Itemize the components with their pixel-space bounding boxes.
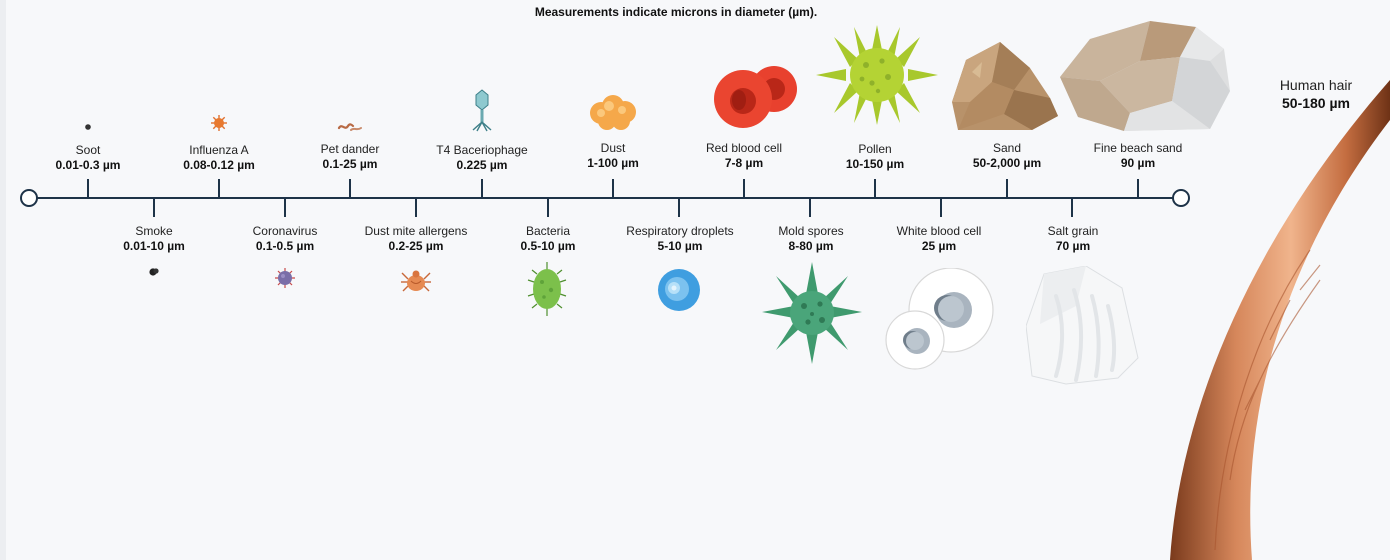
- particle-label-sand: Sand 50-2,000 µm: [932, 141, 1082, 171]
- particle-label-dust: Dust 1-100 µm: [538, 141, 688, 171]
- particle-label-mold-spores: Mold spores 8-80 µm: [736, 224, 886, 254]
- particle-size: 0.1-0.5 µm: [255, 239, 315, 253]
- dust-icon: [590, 95, 636, 130]
- fine-beach-sand-icon: [1060, 21, 1230, 131]
- mold-spore-icon: [762, 262, 862, 364]
- headline: Measurements indicate microns in diamete…: [534, 5, 818, 19]
- human-hair-name: Human hair: [1279, 77, 1353, 93]
- axis-end-cap: [1172, 189, 1190, 207]
- particle-size: 0.225 µm: [456, 158, 508, 172]
- particle-label-bacteriophage: T4 Baceriophage 0.225 µm: [407, 143, 557, 173]
- particle-name: Soot: [75, 143, 101, 157]
- particle-label-smoke: Smoke 0.01-10 µm: [79, 224, 229, 254]
- particle-label-fine-beach-sand: Fine beach sand 90 µm: [1063, 141, 1213, 171]
- page-left-edge: [0, 0, 6, 560]
- human-hair-icon: [1170, 80, 1390, 560]
- particle-name: Sand: [992, 141, 1022, 155]
- particle-name: Dust: [600, 141, 626, 155]
- particle-size: 0.1-25 µm: [322, 157, 378, 171]
- particle-size: 7-8 µm: [724, 156, 764, 170]
- bacteria-icon: [527, 262, 567, 316]
- particle-name: Red blood cell: [705, 141, 783, 155]
- bacteriophage-icon: [472, 89, 492, 132]
- particle-size: 0.2-25 µm: [388, 239, 444, 253]
- particle-name: Bacteria: [525, 224, 571, 238]
- particle-size: 10-150 µm: [845, 157, 905, 171]
- particle-size: 90 µm: [1120, 156, 1156, 170]
- particle-label-red-blood-cell: Red blood cell 7-8 µm: [669, 141, 819, 171]
- human-hair-size: 50-180 µm: [1282, 95, 1350, 111]
- particle-name: Pet dander: [320, 142, 380, 156]
- particle-name: Respiratory droplets: [626, 224, 734, 238]
- particle-name: Influenza A: [189, 143, 249, 157]
- white-blood-cell-icon: [885, 268, 994, 370]
- pollen-icon: [816, 25, 938, 125]
- particle-name: Mold spores: [778, 224, 844, 238]
- particle-name: Smoke: [135, 224, 173, 238]
- particle-label-soot: Soot 0.01-0.3 µm: [13, 143, 163, 173]
- particle-size: 5-10 µm: [657, 239, 703, 253]
- soot-icon: [85, 124, 91, 130]
- particle-label-coronavirus: Coronavirus 0.1-0.5 µm: [210, 224, 360, 254]
- particle-name: Dust mite allergens: [364, 224, 468, 238]
- particle-size: 0.01-0.3 µm: [55, 158, 121, 172]
- particle-size: 1-100 µm: [587, 156, 639, 170]
- particle-label-bacteria: Bacteria 0.5-10 µm: [473, 224, 623, 254]
- smoke-icon: [149, 268, 159, 276]
- particle-label-influenza: Influenza A 0.08-0.12 µm: [144, 143, 294, 173]
- particle-label-dust-mite: Dust mite allergens 0.2-25 µm: [341, 224, 491, 254]
- particle-label-salt-grain: Salt grain 70 µm: [998, 224, 1148, 254]
- axis-start-cap: [20, 189, 38, 207]
- respiratory-droplet-icon: [658, 269, 700, 311]
- particle-name: Pollen: [858, 142, 892, 156]
- pet-dander-icon: [337, 123, 362, 131]
- particle-name: Coronavirus: [252, 224, 318, 238]
- particle-name: T4 Baceriophage: [436, 143, 528, 157]
- influenza-virus-icon: [211, 115, 227, 131]
- particle-size: 0.5-10 µm: [520, 239, 576, 253]
- dust-mite-icon: [401, 270, 431, 292]
- particle-name: White blood cell: [896, 224, 982, 238]
- particle-size: 25 µm: [921, 239, 957, 253]
- particle-size: 0.01-10 µm: [123, 239, 185, 253]
- particle-size: 0.08-0.12 µm: [183, 158, 255, 172]
- particle-label-pollen: Pollen 10-150 µm: [800, 142, 950, 172]
- particle-size: 50-2,000 µm: [972, 156, 1042, 170]
- salt-grain-icon: [1026, 266, 1139, 385]
- particle-size: 8-80 µm: [788, 239, 834, 253]
- particle-name: Salt grain: [1047, 224, 1099, 238]
- red-blood-cell-icon: [714, 66, 797, 128]
- sand-icon: [952, 42, 1058, 130]
- human-hair-label: Human hair 50-180 µm: [1256, 76, 1376, 112]
- particle-size: 70 µm: [1055, 239, 1091, 253]
- particle-label-white-blood-cell: White blood cell 25 µm: [864, 224, 1014, 254]
- coronavirus-icon: [275, 268, 295, 288]
- particle-name: Fine beach sand: [1093, 141, 1183, 155]
- particle-label-pet-dander: Pet dander 0.1-25 µm: [275, 142, 425, 172]
- particle-label-respiratory-droplets: Respiratory droplets 5-10 µm: [605, 224, 755, 254]
